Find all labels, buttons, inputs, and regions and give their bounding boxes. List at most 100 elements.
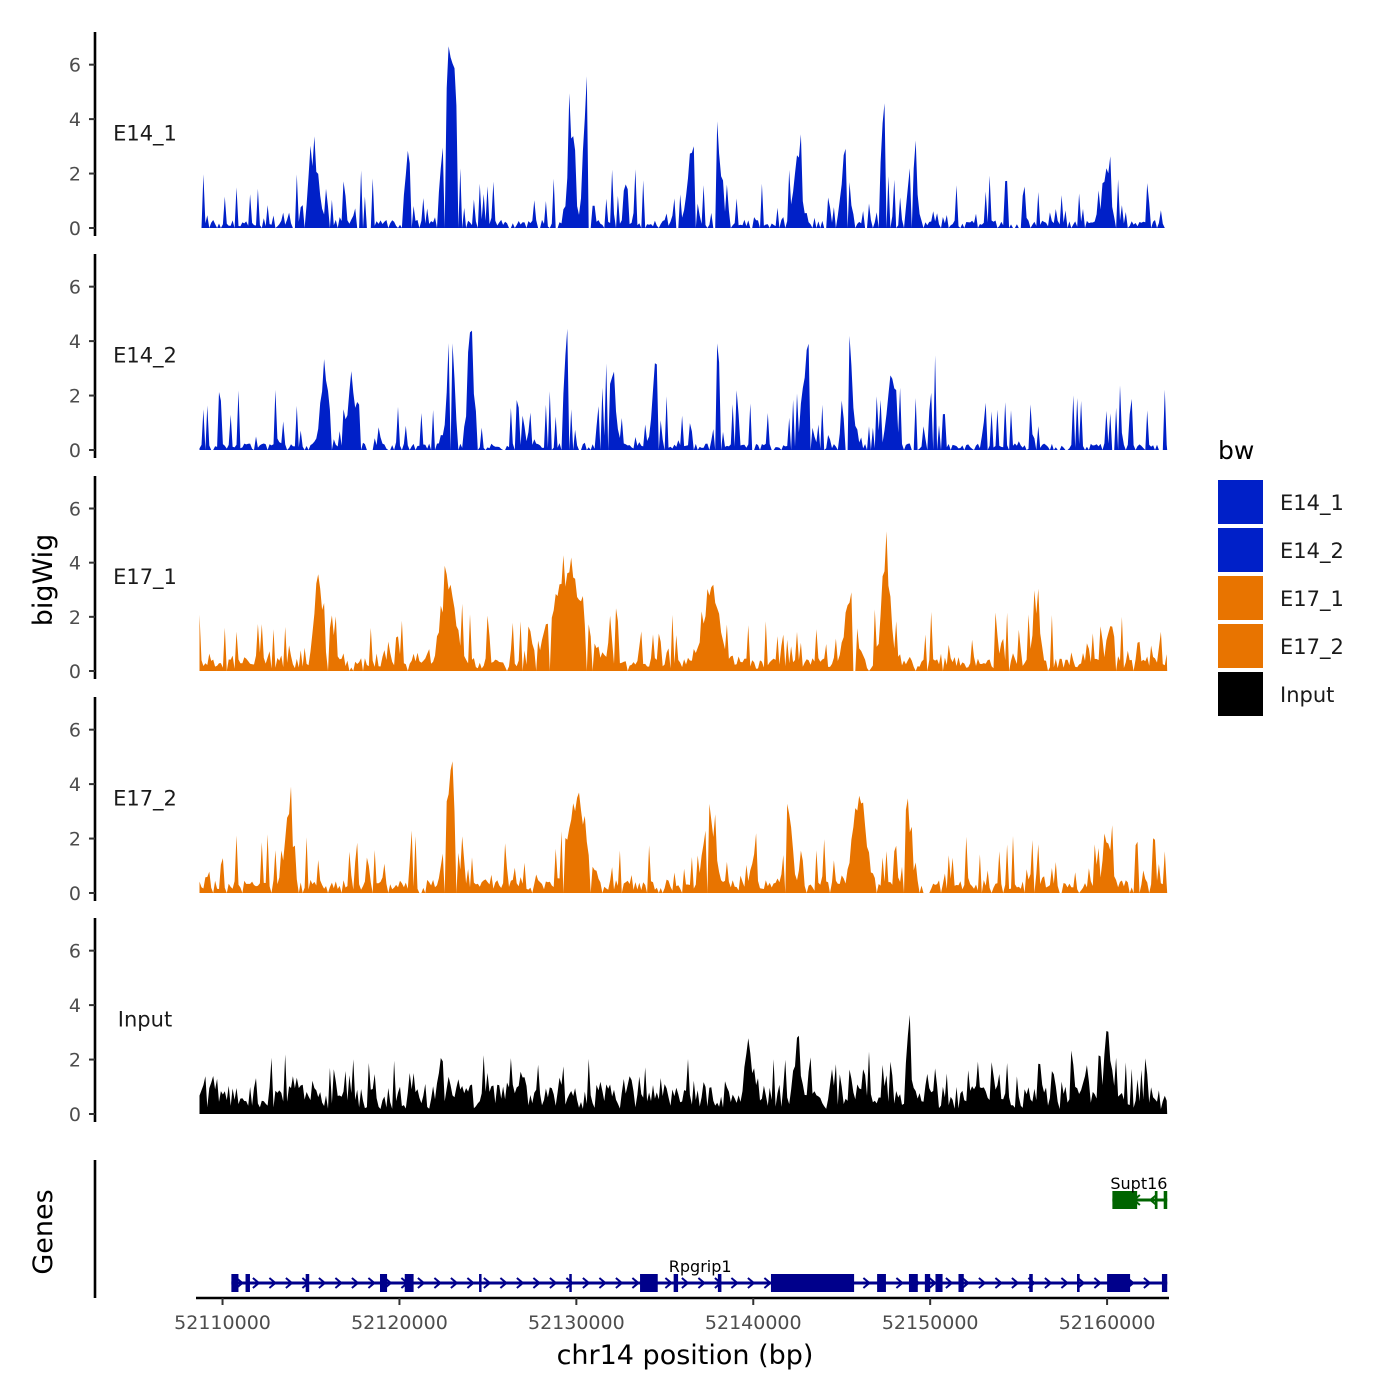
track-label: E17_2: [113, 787, 177, 812]
track-label: E14_2: [113, 344, 177, 369]
gene-Rpgrip1: Rpgrip1: [231, 1257, 1168, 1292]
y-tick-label: 6: [69, 55, 81, 77]
x-tick-label: 52160000: [1059, 1312, 1156, 1334]
y-tick-label: 2: [69, 829, 81, 851]
x-tick-label: 52110000: [174, 1312, 271, 1334]
strand-arrow: [318, 1277, 327, 1289]
legend-label: Input: [1280, 683, 1334, 707]
gene-exon: [1163, 1191, 1168, 1209]
signal-area-E14_1: [199, 46, 1168, 229]
track-E17_1: 0 2 4 6 E17_1: [69, 476, 1168, 683]
signal-area-E17_1: [199, 531, 1168, 671]
strand-arrow: [532, 1277, 541, 1289]
y-tick-label: 0: [69, 661, 81, 683]
strand-arrow: [697, 1277, 706, 1289]
strand-arrow: [334, 1277, 343, 1289]
strand-arrow: [351, 1277, 360, 1289]
gene-exon: [717, 1274, 722, 1292]
y-tick-label: 4: [69, 109, 81, 131]
y-tick-label: 4: [69, 553, 81, 575]
strand-arrow: [615, 1277, 624, 1289]
track-label: Input: [118, 1008, 172, 1032]
strand-arrow: [450, 1277, 459, 1289]
track-E14_2: 0 2 4 6 E14_2: [69, 254, 1168, 462]
y-tick-label: 0: [69, 218, 81, 240]
signal-tracks: 0 2 4 6 E14_1 0 2 4 6 E14_2 0 2 4 6 E17_1 0 2 4 6 E17_2 0 2 4 6…: [69, 32, 1168, 1126]
y-tick-label: 6: [69, 499, 81, 521]
gene-exon: [569, 1274, 572, 1292]
y-tick-label: 6: [69, 720, 81, 742]
gene-Supt16: Supt16: [1110, 1174, 1167, 1209]
strand-arrow: [466, 1277, 475, 1289]
strand-arrow: [681, 1277, 690, 1289]
y-tick-label: 6: [69, 941, 81, 963]
genes-axis-title: Genes: [28, 1189, 59, 1274]
strand-arrow: [582, 1277, 591, 1289]
x-tick-label: 52130000: [528, 1312, 625, 1334]
gene-label: Rpgrip1: [669, 1257, 732, 1276]
gene-exon: [404, 1274, 414, 1292]
legend-swatch-E14_2: [1218, 528, 1263, 572]
strand-arrow: [499, 1277, 508, 1289]
gene-exon: [1154, 1191, 1158, 1209]
strand-arrow: [1093, 1277, 1102, 1289]
track-label: E17_1: [113, 565, 177, 590]
gene-exon: [877, 1274, 886, 1292]
gene-exon: [479, 1274, 482, 1292]
gene-exon: [379, 1274, 388, 1292]
strand-arrow: [928, 1277, 937, 1289]
gene-exon: [231, 1274, 239, 1292]
y-tick-label: 0: [69, 883, 81, 905]
gene-exon: [770, 1274, 855, 1292]
gene-label: Supt16: [1110, 1174, 1167, 1193]
gene-exon: [924, 1274, 931, 1292]
strand-arrow: [565, 1277, 574, 1289]
legend-label: E14_2: [1280, 539, 1344, 564]
strand-arrow: [252, 1277, 261, 1289]
strand-arrow: [994, 1277, 1003, 1289]
legend: bw E14_1 E14_2 E17_1 E17_2 Input: [1218, 436, 1344, 716]
gene-exon: [673, 1274, 679, 1292]
y-tick-label: 6: [69, 277, 81, 299]
strand-arrow: [1060, 1277, 1069, 1289]
strand-arrow: [516, 1277, 525, 1289]
strand-arrow: [631, 1277, 640, 1289]
strand-arrow: [1148, 1194, 1158, 1206]
y-tick-label: 4: [69, 331, 81, 353]
y-tick-label: 4: [69, 774, 81, 796]
x-axis: 52110000 52120000 52130000 52140000 52150000…: [174, 1296, 1169, 1334]
gene-exon: [1029, 1274, 1033, 1292]
legend-swatch-E17_1: [1218, 576, 1263, 620]
strand-arrow: [763, 1277, 772, 1289]
strand-arrow: [285, 1277, 294, 1289]
genes-panel: Rpgrip1 Supt16: [93, 1160, 1168, 1298]
strand-arrow: [961, 1277, 970, 1289]
gene-exon: [640, 1274, 658, 1292]
strand-arrow: [978, 1277, 987, 1289]
legend-label: E17_1: [1280, 587, 1344, 612]
track-E14_1: 0 2 4 6 E14_1: [69, 32, 1168, 240]
signal-area-E14_2: [199, 328, 1168, 450]
strand-arrow: [1011, 1277, 1020, 1289]
strand-arrow: [433, 1277, 442, 1289]
strand-arrow: [549, 1277, 558, 1289]
strand-arrow: [1143, 1277, 1152, 1289]
y-tick-label: 0: [69, 1104, 81, 1126]
legend-swatch-E17_2: [1218, 624, 1263, 668]
y-tick-label: 0: [69, 440, 81, 462]
legend-label: E17_2: [1280, 635, 1344, 660]
y-tick-label: 2: [69, 164, 81, 186]
strand-arrow: [862, 1277, 871, 1289]
strand-arrow: [268, 1277, 277, 1289]
strand-arrow: [1044, 1277, 1053, 1289]
x-tick-label: 52150000: [882, 1312, 979, 1334]
y-tick-label: 2: [69, 386, 81, 408]
strand-arrow: [945, 1277, 954, 1289]
gene-exon: [908, 1274, 918, 1292]
gene-exon: [245, 1274, 250, 1292]
gene-exon: [1112, 1191, 1138, 1209]
strand-arrow: [417, 1277, 426, 1289]
strand-arrow: [367, 1277, 376, 1289]
x-tick-label: 52120000: [351, 1312, 448, 1334]
signal-area-E17_2: [199, 761, 1168, 893]
